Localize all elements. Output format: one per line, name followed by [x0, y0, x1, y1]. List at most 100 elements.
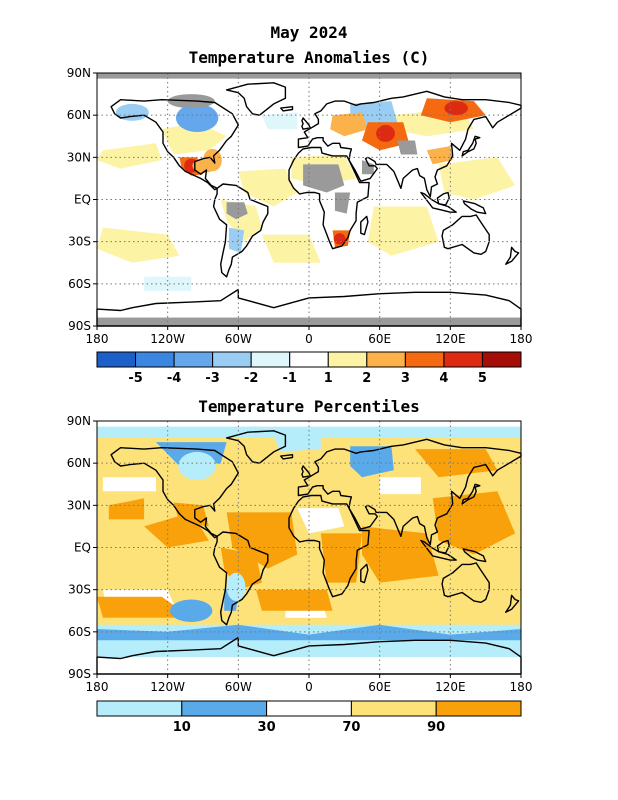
percentile-coast-new-guinea	[462, 548, 487, 563]
percentile-colorbar-swatch	[181, 700, 268, 717]
anomaly-warm-n-america	[161, 122, 227, 155]
anomaly-gridlines	[97, 73, 521, 326]
anomaly-panel-title: Temperature Anomalies (C)	[189, 48, 430, 67]
percentile-coast-eurasia	[297, 438, 522, 546]
percentile-gridlines	[97, 421, 521, 674]
anomaly-hot-china	[426, 146, 453, 165]
percentile-cool-southern-bands	[97, 624, 521, 641]
anomaly-warm-tropical-atlantic	[238, 168, 298, 207]
anomaly-red-kazakh	[376, 125, 395, 142]
anomaly-cool-s-america	[228, 227, 245, 253]
anomaly-colorbar-swatch	[327, 351, 368, 368]
anomaly-lat-label: EQ	[74, 193, 91, 207]
anomaly-cool-hudson	[175, 103, 219, 133]
anomaly-coast-africa	[288, 146, 370, 250]
anomaly-coast-south-america	[212, 183, 269, 278]
anomaly-coast-antarctica	[96, 288, 522, 327]
anomaly-colorbar-swatch	[96, 351, 137, 368]
percentile-cool-e-pacific	[170, 599, 213, 622]
anomaly-colorbar-label: -5	[128, 371, 142, 386]
percentile-record-s-atlantic	[256, 589, 333, 611]
anomaly-lat-label: 90N	[67, 66, 91, 80]
anomaly-colorbar-swatch	[404, 351, 445, 368]
anomaly-lat-label: 30S	[68, 235, 91, 249]
percentile-coastlines	[96, 430, 522, 675]
anomaly-colorbar-swatch	[481, 351, 522, 368]
anomaly-warm-gulf	[192, 158, 216, 173]
anomaly-colorbar-label: -2	[244, 371, 258, 386]
anomaly-lon-label: 60W	[225, 332, 252, 346]
percentile-lat-label: EQ	[74, 541, 91, 555]
percentile-colorbar: 10 30 70 90	[96, 700, 522, 735]
percentile-map: 180 120W 60W 0 60E 120E 180 90N 60N 30N EQ 30S 60S 90…	[67, 414, 533, 694]
percentile-colorbar-label: 90	[427, 720, 445, 735]
percentile-panel-title: Temperature Percentiles	[198, 397, 420, 416]
anomaly-warm-s-pacific	[97, 227, 180, 263]
percentile-coast-africa	[288, 494, 370, 598]
anomaly-colorbar-swatch	[135, 351, 175, 368]
anomaly-hot-e-europe	[330, 112, 368, 137]
anomaly-colorbar-swatch	[366, 351, 406, 368]
percentile-cool-nw-russia	[350, 446, 394, 478]
anomaly-red-n-siberia	[444, 101, 468, 116]
anomaly-colorbar-label: 2	[362, 371, 371, 386]
anomaly-lon-label: 60E	[368, 332, 391, 346]
percentile-lat-label: 90N	[67, 414, 91, 428]
anomaly-coast-new-guinea	[462, 200, 487, 215]
anomaly-lat-label: 90S	[68, 319, 91, 333]
anomaly-coast-new-zealand	[505, 246, 520, 265]
anomaly-coast-north-america	[110, 98, 240, 191]
percentile-colorbar-label: 10	[173, 720, 191, 735]
anomaly-missing-amazon	[226, 202, 248, 220]
percentile-axis-labels: 180 120W 60W 0 60E 120E 180 90N 60N 30N EQ 30S 60S 90…	[67, 414, 533, 694]
percentile-record-w-pacific	[432, 491, 516, 555]
percentile-lon-label: 180	[510, 680, 533, 694]
percentile-colorbar-swatch	[266, 700, 352, 717]
percentile-coast-australia	[441, 562, 490, 603]
percentile-cool-arctic	[97, 426, 521, 438]
anomaly-lon-label: 0	[305, 332, 313, 346]
percentile-coast-british-isles	[301, 465, 311, 478]
anomaly-warm-s-atlantic	[261, 234, 321, 263]
anomaly-coast-british-isles	[301, 117, 311, 130]
percentile-normal-n-pacific	[102, 477, 156, 492]
anomaly-missing-north	[97, 73, 521, 79]
anomaly-coast-borneo	[436, 191, 450, 206]
percentile-coast-new-zealand	[505, 594, 520, 613]
percentile-coast-greenland	[225, 430, 287, 464]
percentile-cool-hudson	[178, 451, 216, 481]
anomaly-coast-greenland	[225, 82, 287, 116]
percentile-lat-label: 90S	[68, 667, 91, 681]
percentile-coast-madagascar	[360, 563, 369, 584]
anomaly-cool-s-pacific	[144, 276, 192, 291]
percentile-lat-label: 30N	[67, 498, 91, 512]
anomaly-lat-label: 30N	[67, 150, 91, 164]
anomaly-colorbar-label: 4	[439, 371, 448, 386]
percentile-lon-label: 60W	[225, 680, 252, 694]
percentile-field	[97, 426, 521, 658]
anomaly-lat-label: 60N	[67, 108, 91, 122]
anomaly-missing-tibet	[397, 140, 418, 155]
percentile-coast-japan	[461, 483, 481, 505]
anomaly-colorbar-label: -3	[205, 371, 219, 386]
anomaly-warm-n-pacific	[97, 143, 162, 169]
percentile-coast-south-america	[212, 531, 269, 626]
anomaly-lon-label: 180	[86, 332, 109, 346]
month-title: May 2024	[270, 23, 347, 42]
anomaly-coastlines	[96, 82, 522, 327]
anomaly-colorbar-label: 5	[478, 371, 487, 386]
percentile-lat-label: 60S	[68, 625, 91, 639]
anomaly-colorbar-label: -1	[283, 371, 297, 386]
anomaly-coast-japan	[461, 135, 481, 157]
anomaly-colorbar-swatch	[173, 351, 214, 368]
anomaly-coast-iceland	[280, 105, 294, 112]
percentile-record-s-america	[220, 547, 262, 590]
percentile-lon-label: 60E	[368, 680, 391, 694]
anomaly-coast-madagascar	[360, 215, 369, 236]
percentile-lon-label: 180	[86, 680, 109, 694]
percentile-normal-central-asia	[379, 477, 421, 495]
anomaly-coast-australia	[441, 214, 490, 256]
anomaly-field	[97, 73, 521, 326]
percentile-coast-indonesia	[420, 539, 457, 561]
